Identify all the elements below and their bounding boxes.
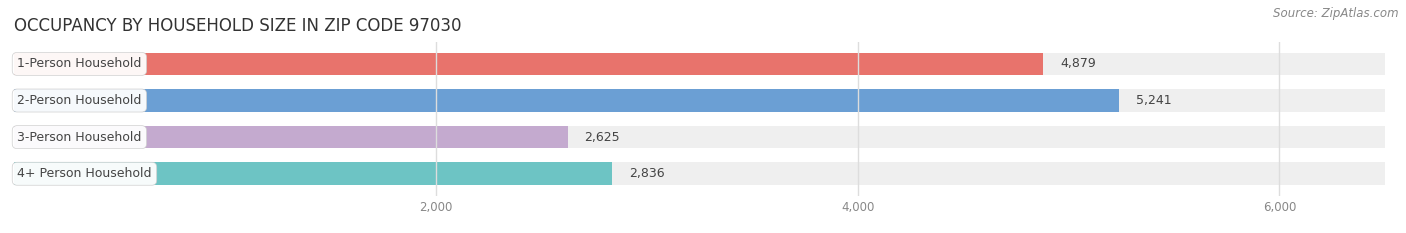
Bar — [14, 89, 1385, 112]
Bar — [14, 162, 612, 185]
Bar — [14, 162, 1385, 185]
Text: 2-Person Household: 2-Person Household — [17, 94, 142, 107]
Text: 3-Person Household: 3-Person Household — [17, 131, 142, 144]
Bar — [14, 53, 1385, 75]
Text: Source: ZipAtlas.com: Source: ZipAtlas.com — [1274, 7, 1399, 20]
Text: 2,625: 2,625 — [585, 131, 620, 144]
Text: 1-Person Household: 1-Person Household — [17, 57, 142, 70]
Text: 4,879: 4,879 — [1060, 57, 1095, 70]
Bar — [14, 126, 1385, 148]
Bar — [14, 89, 1119, 112]
Text: OCCUPANCY BY HOUSEHOLD SIZE IN ZIP CODE 97030: OCCUPANCY BY HOUSEHOLD SIZE IN ZIP CODE … — [14, 17, 461, 35]
Text: 5,241: 5,241 — [1136, 94, 1171, 107]
Bar — [14, 126, 568, 148]
Text: 4+ Person Household: 4+ Person Household — [17, 167, 152, 180]
Text: 2,836: 2,836 — [628, 167, 665, 180]
Bar — [14, 53, 1043, 75]
